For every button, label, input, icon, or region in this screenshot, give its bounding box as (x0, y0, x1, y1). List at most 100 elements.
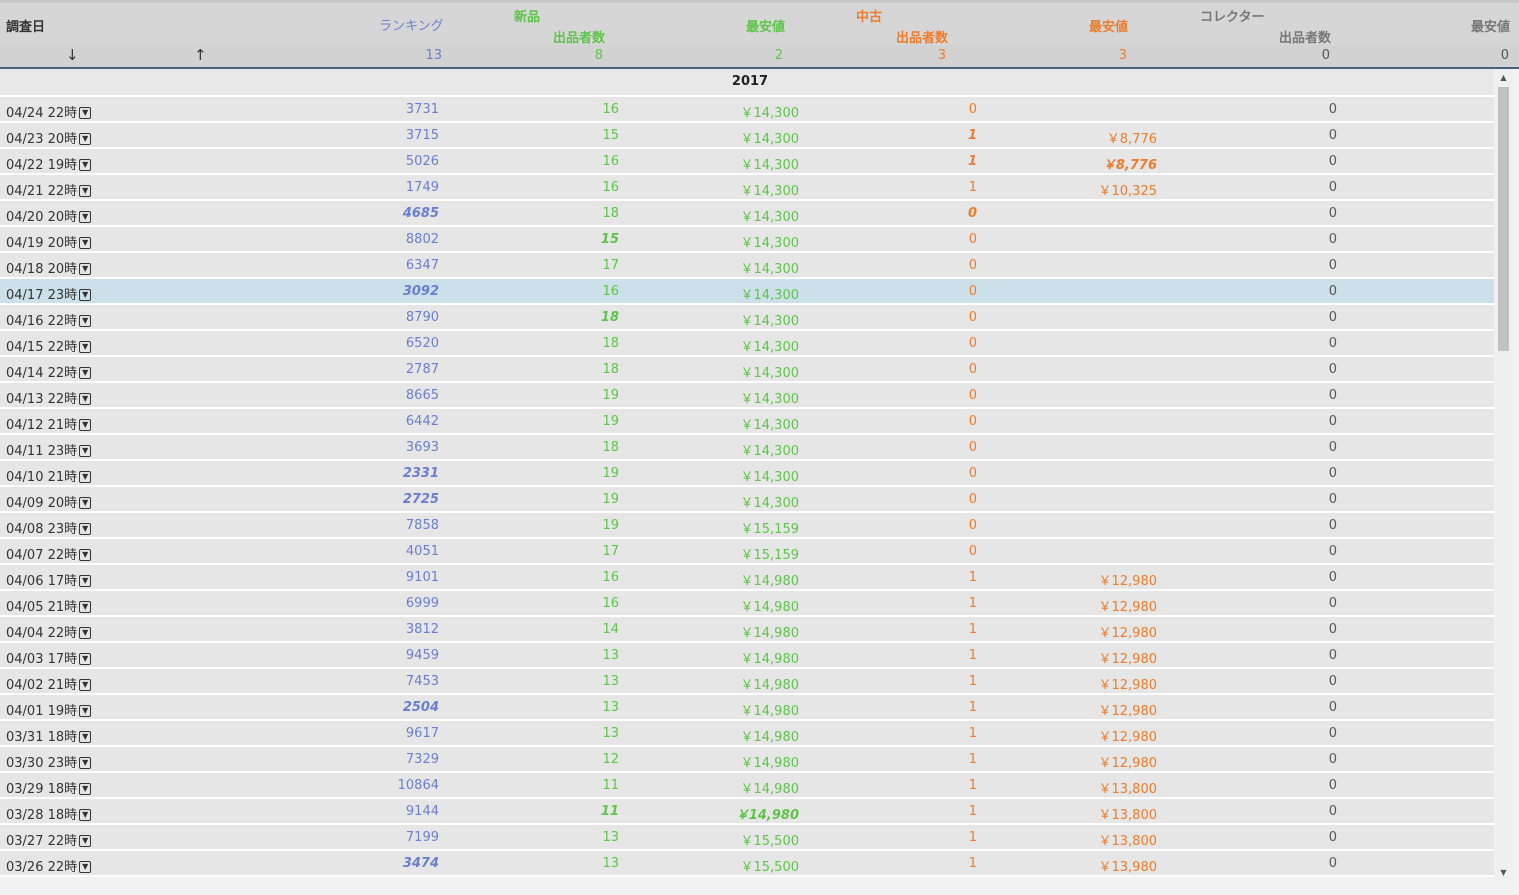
table-row[interactable]: 03/29 18時 ▼ 10864 11 ￥14,980 1 ￥13,800 0 (0, 773, 1494, 799)
table-row[interactable]: 04/23 20時 ▼ 3715 15 ￥14,300 1 ￥8,776 0 (0, 123, 1494, 149)
row-expand-dropdown-icon[interactable]: ▼ (79, 574, 92, 587)
row-date: 04/19 20時 ▼ (6, 232, 92, 251)
table-row[interactable]: 04/24 22時 ▼ 3731 16 ￥14,300 0 0 (0, 97, 1494, 123)
header-new-price[interactable]: 最安値 (746, 20, 786, 35)
row-expand-dropdown-icon[interactable]: ▼ (79, 652, 92, 665)
table-row[interactable]: 04/13 22時 ▼ 8665 19 ￥14,300 0 0 (0, 383, 1494, 409)
row-expand-dropdown-icon[interactable]: ▼ (79, 704, 92, 717)
table-row[interactable]: 04/19 20時 ▼ 8802 15 ￥14,300 0 0 (0, 227, 1494, 253)
row-ranking: 2504 (402, 700, 439, 715)
row-expand-dropdown-icon[interactable]: ▼ (79, 522, 92, 535)
table-row[interactable]: 04/20 20時 ▼ 4685 18 ￥14,300 0 0 (0, 201, 1494, 227)
header-ranking[interactable]: ランキング (379, 19, 444, 34)
row-used-count: 1 (968, 830, 977, 845)
row-new-price: ￥14,980 (740, 678, 800, 693)
table-row[interactable]: 04/03 17時 ▼ 9459 13 ￥14,980 1 ￥12,980 0 (0, 643, 1494, 669)
table-row[interactable]: 04/07 22時 ▼ 4051 17 ￥15,159 0 0 (0, 539, 1494, 565)
scroll-down-arrow-icon[interactable]: ▼ (1500, 868, 1507, 877)
row-expand-dropdown-icon[interactable]: ▼ (79, 340, 92, 353)
table-row[interactable]: 03/31 18時 ▼ 9617 13 ￥14,980 1 ￥12,980 0 (0, 721, 1494, 747)
scrollbar-thumb[interactable] (1498, 87, 1509, 351)
row-new-price: ￥14,300 (740, 470, 800, 485)
row-ranking: 7199 (405, 830, 439, 845)
row-expand-dropdown-icon[interactable]: ▼ (79, 548, 92, 561)
row-expand-dropdown-icon[interactable]: ▼ (79, 444, 92, 457)
row-expand-dropdown-icon[interactable]: ▼ (79, 106, 92, 119)
row-new-price: ￥14,300 (740, 496, 800, 511)
row-new-count: 13 (602, 700, 619, 715)
header-new-count[interactable]: 出品者数 (553, 31, 606, 46)
table-row[interactable]: 04/21 22時 ▼ 1749 16 ￥14,300 1 ￥10,325 0 (0, 175, 1494, 201)
row-date: 04/05 21時 ▼ (6, 596, 92, 615)
row-expand-dropdown-icon[interactable]: ▼ (79, 184, 92, 197)
table-row[interactable]: 04/18 20時 ▼ 6347 17 ￥14,300 0 0 (0, 253, 1494, 279)
row-used-count: 1 (968, 180, 977, 195)
table-row[interactable]: 04/22 19時 ▼ 5026 16 ￥14,300 1 ￥8,776 0 (0, 149, 1494, 175)
table-row[interactable]: 04/12 21時 ▼ 6442 19 ￥14,300 0 0 (0, 409, 1494, 435)
row-used-price: ￥13,800 (1098, 782, 1158, 797)
scroll-up-arrow-icon[interactable]: ▲ (1500, 73, 1507, 82)
row-expand-dropdown-icon[interactable]: ▼ (79, 626, 92, 639)
table-row[interactable]: 04/06 17時 ▼ 9101 16 ￥14,980 1 ￥12,980 0 (0, 565, 1494, 591)
row-new-count: 13 (602, 830, 619, 845)
row-expand-dropdown-icon[interactable]: ▼ (79, 782, 92, 795)
sort-asc-button[interactable]: ↑ (194, 46, 207, 64)
header-collector-count[interactable]: 出品者数 (1279, 31, 1332, 46)
row-expand-dropdown-icon[interactable]: ▼ (79, 730, 92, 743)
row-expand-dropdown-icon[interactable]: ▼ (79, 678, 92, 691)
row-new-count: 19 (602, 388, 619, 403)
row-new-price: ￥14,980 (740, 600, 800, 615)
table-row[interactable]: 04/01 19時 ▼ 2504 13 ￥14,980 1 ￥12,980 0 (0, 695, 1494, 721)
row-expand-dropdown-icon[interactable]: ▼ (79, 496, 92, 509)
header-date[interactable]: 調査日 (6, 20, 46, 35)
table-row[interactable]: 04/11 23時 ▼ 3693 18 ￥14,300 0 0 (0, 435, 1494, 461)
table-row[interactable]: 04/04 22時 ▼ 3812 14 ￥14,980 1 ￥12,980 0 (0, 617, 1494, 643)
row-collector-count: 0 (1328, 180, 1337, 195)
row-collector-count: 0 (1328, 310, 1337, 325)
row-expand-dropdown-icon[interactable]: ▼ (79, 600, 92, 613)
row-expand-dropdown-icon[interactable]: ▼ (79, 366, 92, 379)
table-row[interactable]: 04/05 21時 ▼ 6999 16 ￥14,980 1 ￥12,980 0 (0, 591, 1494, 617)
row-expand-dropdown-icon[interactable]: ▼ (79, 288, 92, 301)
row-expand-dropdown-icon[interactable]: ▼ (79, 132, 92, 145)
row-ranking: 9101 (405, 570, 439, 585)
row-expand-dropdown-icon[interactable]: ▼ (79, 236, 92, 249)
vertical-scrollbar[interactable]: ▲ ▼ (1495, 69, 1512, 881)
row-expand-dropdown-icon[interactable]: ▼ (79, 470, 92, 483)
row-collector-count: 0 (1328, 804, 1337, 819)
row-used-count: 0 (968, 492, 977, 507)
row-expand-dropdown-icon[interactable]: ▼ (79, 860, 92, 873)
row-expand-dropdown-icon[interactable]: ▼ (79, 210, 92, 223)
row-collector-count: 0 (1328, 518, 1337, 533)
header-used-count[interactable]: 出品者数 (896, 31, 949, 46)
table-row[interactable]: 03/28 18時 ▼ 9144 11 ￥14,980 1 ￥13,800 0 (0, 799, 1494, 825)
table-row[interactable]: 04/16 22時 ▼ 8790 18 ￥14,300 0 0 (0, 305, 1494, 331)
table-row[interactable]: 04/10 21時 ▼ 2331 19 ￥14,300 0 0 (0, 461, 1494, 487)
table-row[interactable]: 04/15 22時 ▼ 6520 18 ￥14,300 0 0 (0, 331, 1494, 357)
sort-desc-button[interactable]: ↓ (66, 46, 79, 64)
row-expand-dropdown-icon[interactable]: ▼ (79, 158, 92, 171)
header-used-price[interactable]: 最安値 (1089, 20, 1129, 35)
row-collector-count: 0 (1328, 778, 1337, 793)
row-used-count: 0 (968, 466, 977, 481)
row-expand-dropdown-icon[interactable]: ▼ (79, 418, 92, 431)
table-row[interactable]: 04/08 23時 ▼ 7858 19 ￥15,159 0 0 (0, 513, 1494, 539)
row-expand-dropdown-icon[interactable]: ▼ (79, 808, 92, 821)
table-row[interactable]: 04/09 20時 ▼ 2725 19 ￥14,300 0 0 (0, 487, 1494, 513)
table-row[interactable]: 04/02 21時 ▼ 7453 13 ￥14,980 1 ￥12,980 0 (0, 669, 1494, 695)
row-expand-dropdown-icon[interactable]: ▼ (79, 314, 92, 327)
row-new-price: ￥14,300 (740, 418, 800, 433)
row-new-count: 16 (602, 102, 619, 117)
row-expand-dropdown-icon[interactable]: ▼ (79, 392, 92, 405)
row-expand-dropdown-icon[interactable]: ▼ (79, 834, 92, 847)
row-expand-dropdown-icon[interactable]: ▼ (79, 262, 92, 275)
table-row[interactable]: 03/26 22時 ▼ 3474 13 ￥15,500 1 ￥13,980 0 (0, 851, 1494, 877)
table-row[interactable]: 04/17 23時 ▼ 3092 16 ￥14,300 0 0 (0, 279, 1494, 305)
row-collector-count: 0 (1328, 362, 1337, 377)
header-collector-price[interactable]: 最安値 (1471, 20, 1511, 35)
table-row[interactable]: 03/27 22時 ▼ 7199 13 ￥15,500 1 ￥13,800 0 (0, 825, 1494, 851)
table-row[interactable]: 03/30 23時 ▼ 7329 12 ￥14,980 1 ￥12,980 0 (0, 747, 1494, 773)
row-expand-dropdown-icon[interactable]: ▼ (79, 756, 92, 769)
row-date: 03/31 18時 ▼ (6, 726, 92, 745)
table-row[interactable]: 04/14 22時 ▼ 2787 18 ￥14,300 0 0 (0, 357, 1494, 383)
